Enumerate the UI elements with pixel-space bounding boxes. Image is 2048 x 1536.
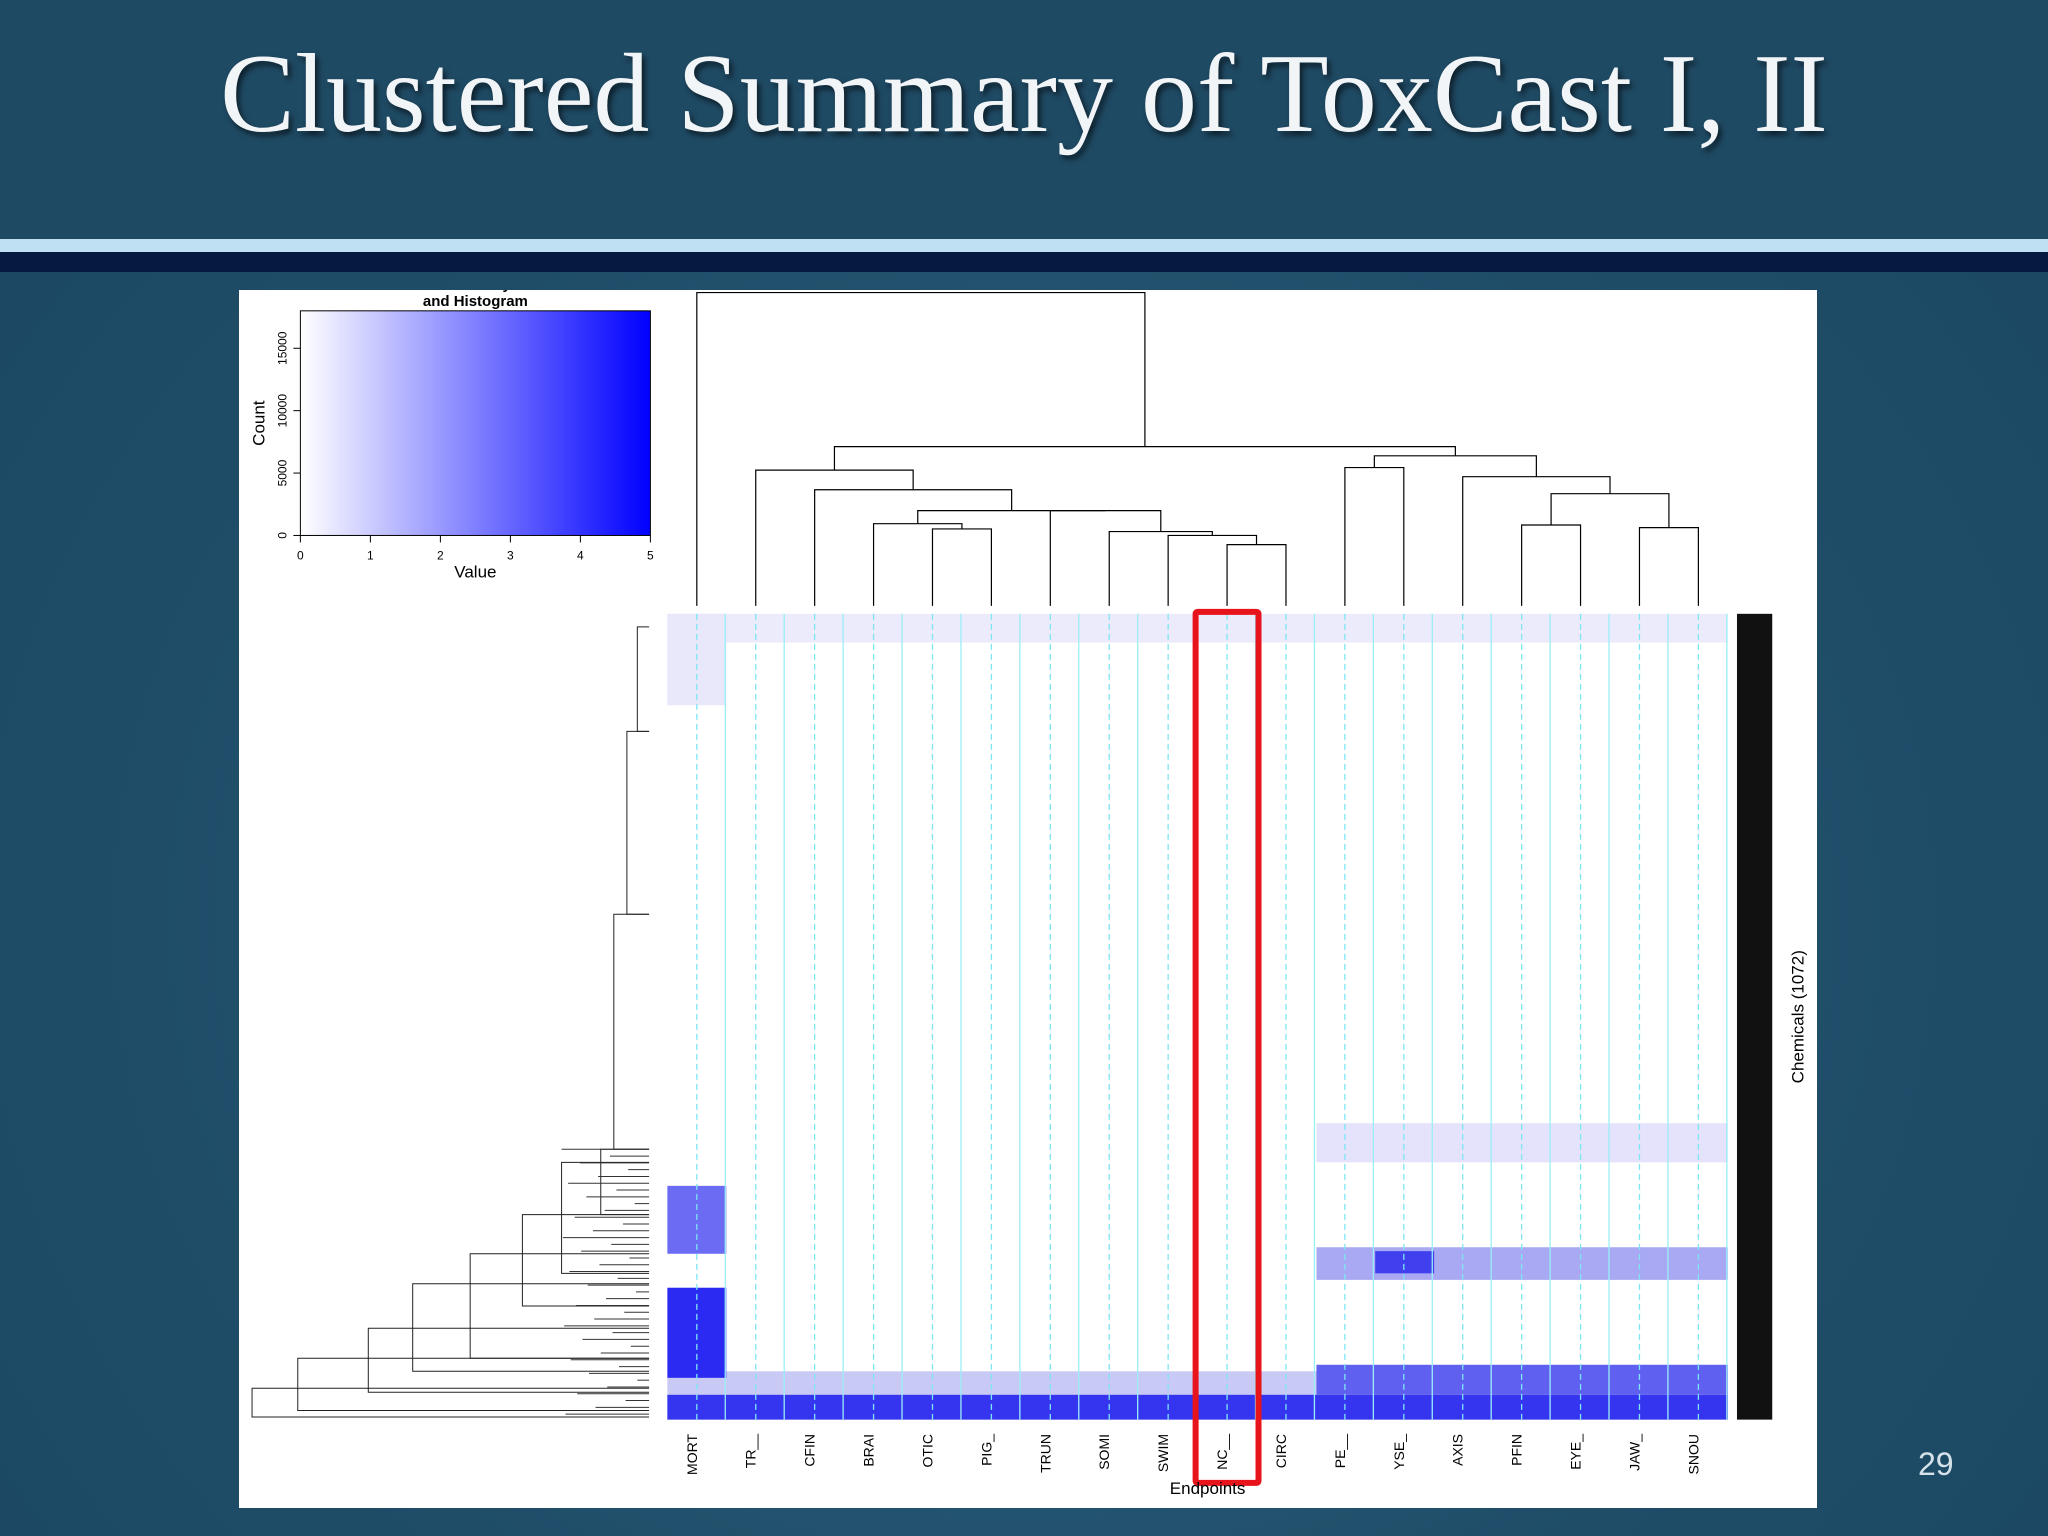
dendrogram [1167, 534, 1258, 606]
x-tick-label: YSE_ [1391, 1434, 1407, 1470]
x-tick-label: AXIS [1450, 1434, 1466, 1466]
slide-title: Clustered Summary of ToxCast I, II [220, 32, 1828, 156]
x-axis-label: Value [454, 562, 496, 581]
y-axis-label: Count [249, 400, 268, 446]
y-tick-label: 15000 [275, 331, 289, 365]
x-tick-label: 2 [437, 548, 444, 562]
rule-light [0, 239, 2048, 252]
row-dendrogram [561, 1161, 650, 1274]
dendrogram [696, 291, 1146, 606]
x-tick-label: EYE_ [1568, 1434, 1584, 1470]
y-tick-label: 5000 [275, 459, 289, 486]
color-key [299, 310, 651, 536]
x-tick-label: SNOU [1685, 1434, 1701, 1474]
x-tick-label: MORT [684, 1434, 700, 1475]
dendrogram [833, 446, 1456, 471]
row-dendrogram [521, 1214, 650, 1307]
x-tick-label: OTIC [919, 1434, 935, 1467]
x-tick-label: TR__ [743, 1434, 759, 1468]
x-tick-label: 5 [647, 548, 654, 562]
x-tick-label: BRAI [861, 1434, 877, 1467]
x-tick-label: PE__ [1332, 1434, 1348, 1468]
y-axis-label: Chemicals (1072) [1789, 950, 1808, 1083]
x-tick-label: SOMI [1096, 1434, 1112, 1470]
highlight-box [1192, 608, 1262, 1486]
heat-band [667, 1287, 727, 1378]
dendrogram [917, 510, 1106, 524]
heat-band [1375, 1251, 1435, 1274]
dendrogram [1521, 524, 1582, 606]
row-dendrogram [251, 1387, 650, 1418]
y-tick-label: 0 [275, 532, 289, 539]
y-tick-label: 10000 [275, 394, 289, 428]
key-title: Color Key [440, 290, 512, 293]
x-tick-label: NC__ [1214, 1434, 1230, 1470]
x-tick-label: 0 [297, 548, 304, 562]
x-tick-label: CIRC [1273, 1434, 1289, 1468]
row-dendrogram [367, 1327, 650, 1393]
row-labels [1736, 613, 1773, 1420]
x-tick-label: CFIN [802, 1434, 818, 1467]
row-dendrogram [412, 1283, 650, 1372]
page-number: 29 [1918, 1446, 1954, 1482]
x-tick-label: SWIM [1155, 1434, 1171, 1472]
x-tick-label: JAW_ [1626, 1434, 1642, 1471]
figure: Color Keyand Histogram 0 1 2 3 4 5 0 5000 10000 15… [239, 290, 1817, 1508]
x-tick-label: PIG_ [978, 1434, 994, 1466]
title-bar [0, 0, 2048, 239]
dendrogram [1638, 527, 1699, 606]
x-tick-label: 1 [367, 548, 374, 562]
x-tick-label: TRUN [1037, 1434, 1053, 1473]
x-axis-label: Endpoints [1170, 1479, 1246, 1498]
x-tick-label: PFIN [1509, 1434, 1525, 1466]
row-dendrogram [469, 1253, 650, 1359]
key-title: and Histogram [423, 293, 528, 310]
x-tick-label: 3 [507, 548, 514, 562]
x-tick-label: 4 [577, 548, 584, 562]
rule-dark [0, 252, 2048, 272]
row-dendrogram [636, 626, 650, 732]
